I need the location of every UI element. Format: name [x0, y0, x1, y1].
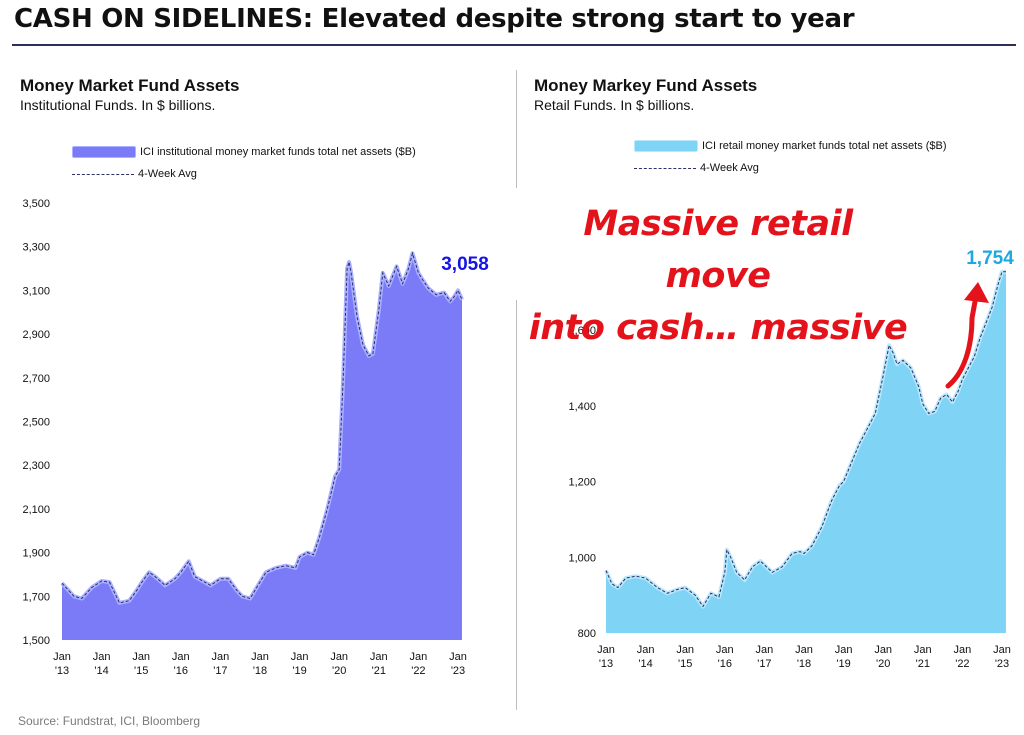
left-y-tick-label: 2,300: [22, 460, 50, 472]
right-x-tick-month: Jan: [835, 644, 853, 656]
left-legend-dash: [72, 173, 134, 175]
left-x-tick-year: '23: [451, 665, 465, 677]
arrow-head: [964, 282, 989, 303]
right-x-tick-month: Jan: [954, 644, 972, 656]
left-x-tick-year: '17: [213, 665, 227, 677]
left-y-tick-label: 3,100: [22, 285, 50, 297]
retail-annotation: Massive retail move into cash… massive: [528, 198, 908, 354]
right-x-tick-year: '21: [916, 658, 930, 670]
left-x-tick-month: Jan: [172, 651, 190, 663]
right-x-tick-year: '14: [638, 658, 652, 670]
left-x-tick-year: '14: [94, 665, 108, 677]
right-x-tick-month: Jan: [993, 644, 1011, 656]
right-y-tick-label: 1,400: [568, 401, 596, 413]
annotation-arrow: [945, 282, 989, 389]
left-legend-label-avg: 4-Week Avg: [138, 168, 197, 180]
left-y-tick-label: 1,900: [22, 548, 50, 560]
headline: CASH ON SIDELINES: Elevated despite stro…: [14, 4, 855, 34]
left-legend-item-avg: 4-Week Avg: [72, 163, 416, 185]
left-avg-line: [61, 251, 463, 604]
right-x-tick-month: Jan: [597, 644, 615, 656]
right-panel-title: Money Markey Fund Assets: [534, 76, 758, 95]
headline-rule: [12, 44, 1016, 46]
right-x-tick-month: Jan: [795, 644, 813, 656]
left-chart: 3,500 3,300 3,100 2,900 2,700 2,500 2,300 2,100…: [22, 198, 488, 677]
left-x-tick-month: Jan: [330, 651, 348, 663]
left-x-tick-month: Jan: [291, 651, 309, 663]
right-x-tick-year: '15: [678, 658, 692, 670]
right-x-tick-year: '17: [757, 658, 771, 670]
left-x-tick-year: '19: [292, 665, 306, 677]
left-x-tick-year: '13: [55, 665, 69, 677]
left-legend: ICI institutional money market funds tot…: [72, 141, 416, 185]
left-x-tick-month: Jan: [132, 651, 150, 663]
arrow-shaft: [945, 293, 979, 389]
left-x-tick-year: '18: [253, 665, 267, 677]
left-y-tick-label: 3,500: [22, 198, 50, 210]
left-x-tick-month: Jan: [53, 651, 71, 663]
panel-divider-bottom: [516, 300, 517, 710]
right-x-tick-year: '16: [718, 658, 732, 670]
right-area-fill: [606, 271, 1006, 633]
right-x-tick-year: '18: [797, 658, 811, 670]
left-x-tick-month: Jan: [370, 651, 388, 663]
panel-divider-top: [516, 70, 517, 188]
left-x-tick-month: Jan: [212, 651, 230, 663]
right-y-tick-label: 1,600: [568, 325, 596, 337]
right-legend-item-avg: 4-Week Avg: [634, 157, 947, 179]
right-legend: ICI retail money market funds total net …: [634, 135, 947, 179]
right-avg-line: [605, 271, 1006, 608]
left-y-tick-label: 2,900: [22, 329, 50, 341]
left-area-fill: [62, 253, 462, 641]
right-y-tick-label: 800: [578, 628, 596, 640]
left-end-value-label: 3,058: [441, 254, 489, 275]
right-x-tick-month: Jan: [676, 644, 694, 656]
left-y-tick-label: 3,300: [22, 242, 50, 254]
left-y-tick-label: 1,700: [22, 591, 50, 603]
left-x-tick-year: '16: [174, 665, 188, 677]
left-y-tick-label: 2,100: [22, 504, 50, 516]
right-x-tick-month: Jan: [756, 644, 774, 656]
left-legend-swatch: [72, 146, 136, 158]
right-x-tick-month: Jan: [914, 644, 932, 656]
right-x-tick-month: Jan: [637, 644, 655, 656]
right-y-tick-label: 1,000: [568, 552, 596, 564]
left-y-tick-label: 2,500: [22, 417, 50, 429]
right-legend-label-avg: 4-Week Avg: [700, 162, 759, 174]
right-x-tick-year: '20: [876, 658, 890, 670]
right-legend-swatch: [634, 140, 698, 152]
left-x-tick-year: '21: [372, 665, 386, 677]
left-x-tick-year: '20: [332, 665, 346, 677]
right-x-tick-year: '23: [995, 658, 1009, 670]
annotation-line-1: Massive retail move: [583, 204, 853, 296]
right-legend-label-assets: ICI retail money market funds total net …: [702, 140, 947, 152]
right-x-tick-month: Jan: [874, 644, 892, 656]
right-x-tick-year: '22: [955, 658, 969, 670]
right-y-tick-label: 1,200: [568, 477, 596, 489]
right-legend-item-assets: ICI retail money market funds total net …: [634, 135, 947, 157]
right-x-tick-year: '13: [599, 658, 613, 670]
right-x-tick-year: '19: [836, 658, 850, 670]
right-panel-subtitle: Retail Funds. In $ billions.: [534, 97, 695, 113]
left-x-tick-year: '15: [134, 665, 148, 677]
left-x-tick-month: Jan: [251, 651, 269, 663]
annotation-line-2: into cash… massive: [528, 308, 908, 348]
left-y-tick-label: 2,700: [22, 373, 50, 385]
left-legend-item-assets: ICI institutional money market funds tot…: [72, 141, 416, 163]
left-x-tick-month: Jan: [410, 651, 428, 663]
left-x-tick-month: Jan: [93, 651, 111, 663]
left-y-tick-label: 1,500: [22, 635, 50, 647]
left-x-tick-year: '22: [411, 665, 425, 677]
right-end-value-label: 1,754: [966, 248, 1014, 269]
right-legend-dash: [634, 167, 696, 169]
source-note: Source: Fundstrat, ICI, Bloomberg: [18, 714, 201, 728]
left-panel-subtitle: Institutional Funds. In $ billions.: [20, 97, 216, 113]
left-legend-label-assets: ICI institutional money market funds tot…: [140, 146, 416, 158]
left-x-tick-month: Jan: [449, 651, 467, 663]
right-chart: 1,6001,4001,2001,000800Jan'13Jan'14Jan'1…: [568, 248, 1014, 670]
right-x-tick-month: Jan: [716, 644, 734, 656]
left-panel-title: Money Market Fund Assets: [20, 76, 240, 95]
